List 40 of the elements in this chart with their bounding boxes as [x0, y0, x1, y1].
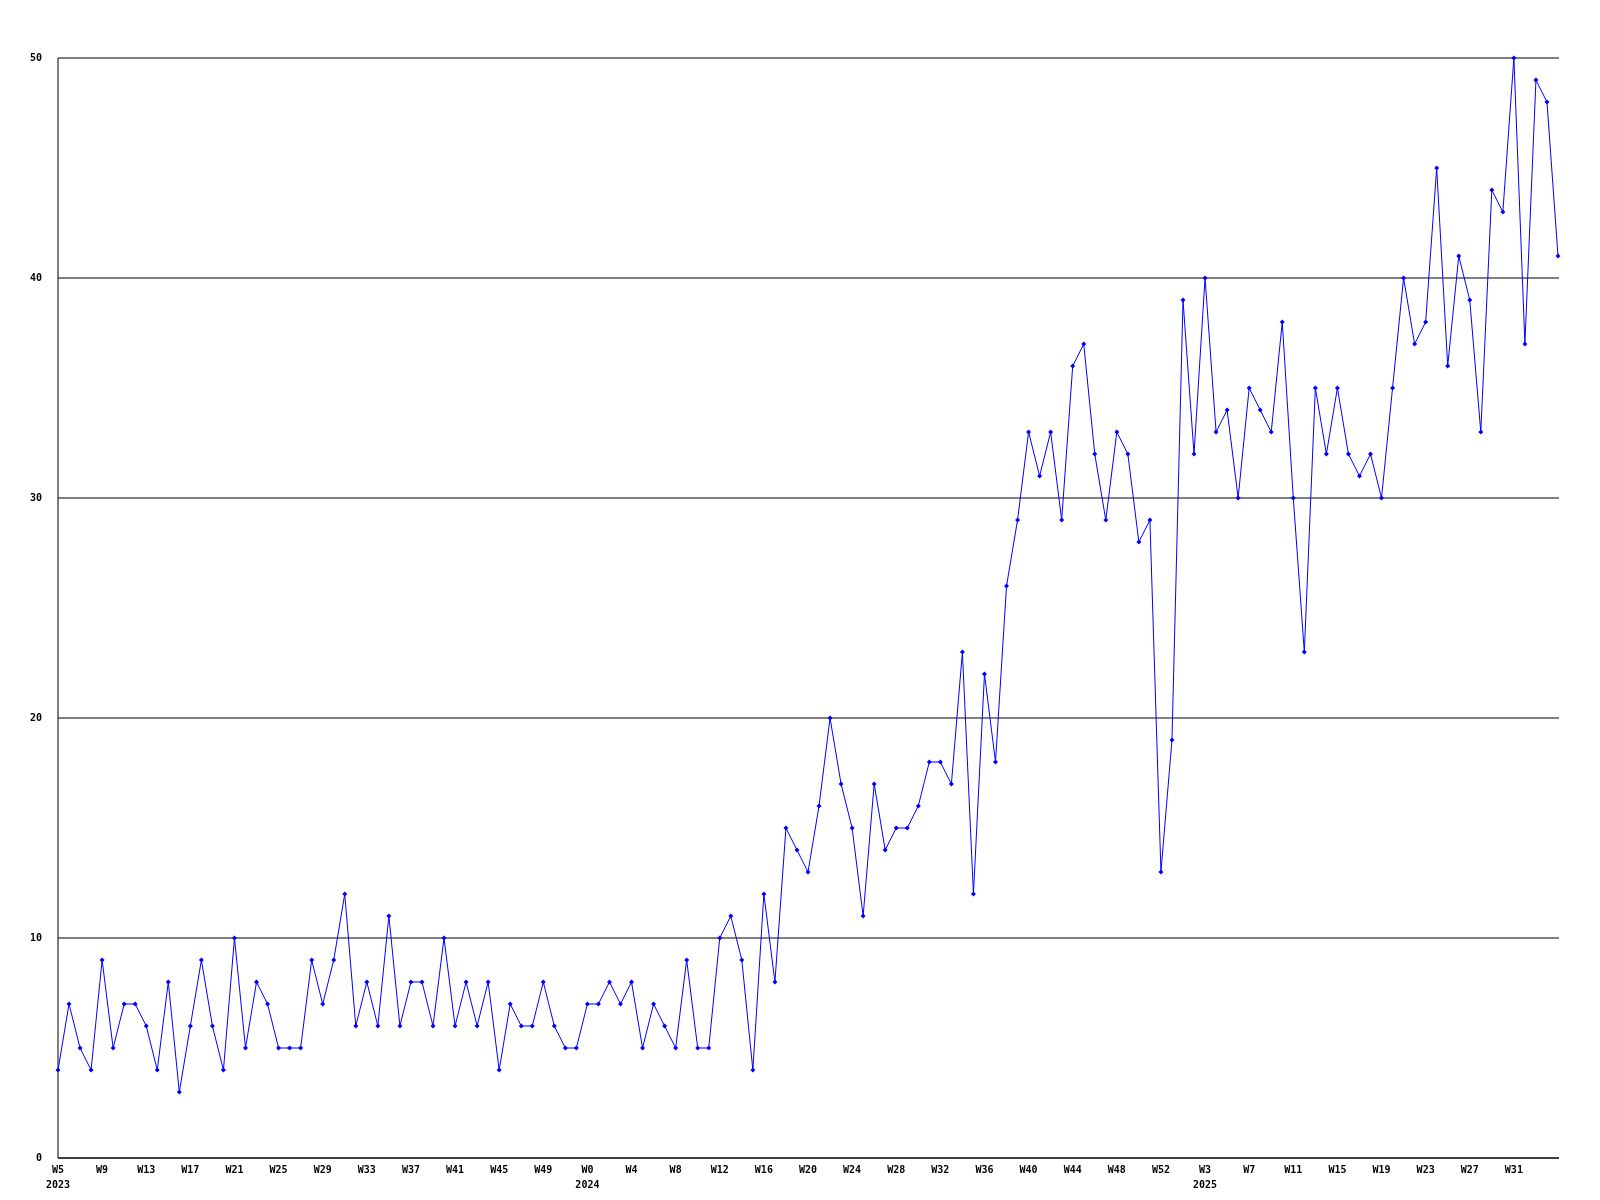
x-tick-label: W8: [669, 1164, 682, 1175]
y-tick-label: 10: [29, 932, 42, 943]
x-tick-label: W24: [843, 1164, 862, 1175]
x-tick-label: W11: [1284, 1164, 1303, 1175]
x-tick-label: W15: [1328, 1164, 1347, 1175]
x-tick-label: W16: [754, 1164, 773, 1175]
x-tick-label: W41: [446, 1164, 465, 1175]
x-tick-label: W49: [534, 1164, 553, 1175]
x-tick-label: W28: [887, 1164, 906, 1175]
y-tick-label: 30: [29, 492, 42, 503]
x-tick-label: W37: [401, 1164, 420, 1175]
x-tick-label: W33: [357, 1164, 376, 1175]
x-tick-label: W4: [625, 1164, 638, 1175]
x-tick-label: W9: [96, 1164, 109, 1175]
y-tick-label: 20: [29, 712, 42, 723]
x-tick-label: W45: [490, 1164, 509, 1175]
x-tick-label: W12: [710, 1164, 729, 1175]
x-tick-label: W13: [137, 1164, 156, 1175]
x-tick-label: W0 2024: [575, 1164, 600, 1190]
x-tick-label: W27: [1460, 1164, 1479, 1175]
y-tick-label: 40: [29, 272, 42, 283]
x-tick-label: W5 2023: [45, 1164, 71, 1190]
x-tick-label: W23: [1416, 1164, 1435, 1175]
x-tick-label: W29: [313, 1164, 332, 1175]
x-tick-label: W36: [975, 1164, 994, 1175]
x-tick-label: W31: [1504, 1164, 1523, 1175]
x-tick-label: W17: [181, 1164, 200, 1175]
x-tick-label: W25: [269, 1164, 288, 1175]
x-tick-label: W7: [1243, 1164, 1256, 1175]
x-tick-label: W20: [798, 1164, 818, 1175]
x-tick-label: W52: [1151, 1164, 1170, 1175]
y-tick-label: 50: [29, 52, 42, 63]
x-tick-label: W44: [1063, 1164, 1082, 1175]
x-tick-label: W48: [1107, 1164, 1126, 1175]
x-tick-label: W32: [931, 1164, 950, 1175]
x-tick-label: W40: [1019, 1164, 1038, 1175]
x-tick-label: W3 2025: [1193, 1164, 1218, 1190]
y-tick-label: 0: [35, 1152, 42, 1163]
x-tick-label: W21: [225, 1164, 244, 1175]
x-tick-label: W19: [1372, 1164, 1391, 1175]
